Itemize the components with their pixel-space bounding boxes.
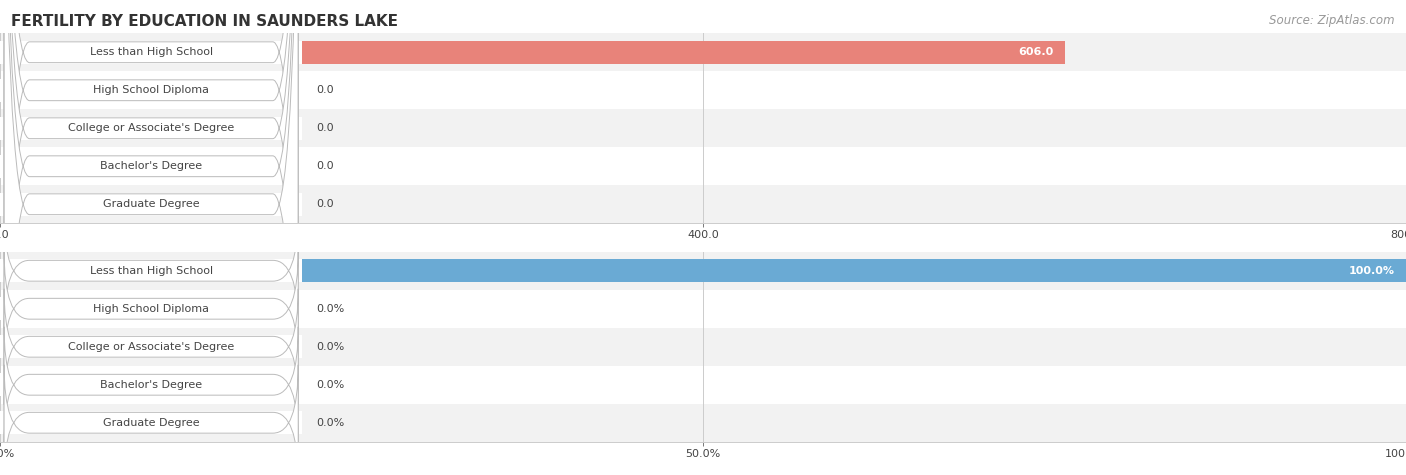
- Bar: [0, 155, 302, 178]
- Text: Graduate Degree: Graduate Degree: [103, 199, 200, 209]
- Text: 0.0: 0.0: [316, 85, 335, 95]
- FancyBboxPatch shape: [4, 0, 298, 475]
- Text: 0.0%: 0.0%: [316, 342, 344, 352]
- FancyBboxPatch shape: [4, 251, 298, 367]
- Text: Source: ZipAtlas.com: Source: ZipAtlas.com: [1270, 14, 1395, 27]
- FancyBboxPatch shape: [4, 327, 298, 443]
- FancyBboxPatch shape: [4, 0, 298, 475]
- Bar: [0, 117, 1, 140]
- Text: High School Diploma: High School Diploma: [93, 85, 209, 95]
- Bar: [0, 193, 1, 216]
- Bar: [0, 373, 302, 396]
- Bar: [0, 335, 1, 358]
- Bar: [0, 41, 302, 64]
- FancyBboxPatch shape: [4, 213, 298, 329]
- Text: College or Associate's Degree: College or Associate's Degree: [67, 342, 235, 352]
- Text: College or Associate's Degree: College or Associate's Degree: [67, 123, 235, 133]
- Bar: [0, 335, 302, 358]
- Bar: [0, 411, 1, 434]
- Text: Less than High School: Less than High School: [90, 47, 212, 57]
- Bar: [0, 155, 1, 178]
- Text: Graduate Degree: Graduate Degree: [103, 418, 200, 428]
- Text: Less than High School: Less than High School: [90, 266, 212, 276]
- Text: 0.0%: 0.0%: [316, 418, 344, 428]
- Bar: [0, 297, 302, 320]
- Bar: [0, 259, 302, 282]
- FancyBboxPatch shape: [4, 289, 298, 405]
- Text: 606.0: 606.0: [1018, 47, 1054, 57]
- Bar: [0, 252, 1406, 290]
- FancyBboxPatch shape: [4, 0, 298, 475]
- Bar: [0, 373, 1, 396]
- Bar: [0, 290, 1406, 328]
- Bar: [0, 109, 1406, 147]
- Text: 0.0: 0.0: [316, 123, 335, 133]
- Bar: [0, 328, 1406, 366]
- Text: 100.0%: 100.0%: [1348, 266, 1395, 276]
- Bar: [0, 33, 1406, 71]
- Text: 0.0%: 0.0%: [316, 380, 344, 390]
- Bar: [0, 117, 302, 140]
- Text: Bachelor's Degree: Bachelor's Degree: [100, 161, 202, 171]
- Text: 0.0: 0.0: [316, 161, 335, 171]
- FancyBboxPatch shape: [4, 0, 298, 475]
- Bar: [0, 366, 1406, 404]
- Bar: [0, 185, 1406, 223]
- Text: Bachelor's Degree: Bachelor's Degree: [100, 380, 202, 390]
- Text: High School Diploma: High School Diploma: [93, 304, 209, 314]
- Bar: [0, 411, 302, 434]
- Bar: [0, 297, 1, 320]
- Text: FERTILITY BY EDUCATION IN SAUNDERS LAKE: FERTILITY BY EDUCATION IN SAUNDERS LAKE: [11, 14, 398, 29]
- FancyBboxPatch shape: [4, 0, 298, 475]
- Bar: [0, 404, 1406, 442]
- Bar: [0, 147, 1406, 185]
- Bar: [0, 193, 302, 216]
- Text: 0.0: 0.0: [316, 199, 335, 209]
- Bar: [0, 259, 1406, 282]
- Bar: [0, 41, 1066, 64]
- Bar: [0, 79, 1, 102]
- Bar: [0, 79, 302, 102]
- Bar: [0, 71, 1406, 109]
- FancyBboxPatch shape: [4, 365, 298, 475]
- Text: 0.0%: 0.0%: [316, 304, 344, 314]
